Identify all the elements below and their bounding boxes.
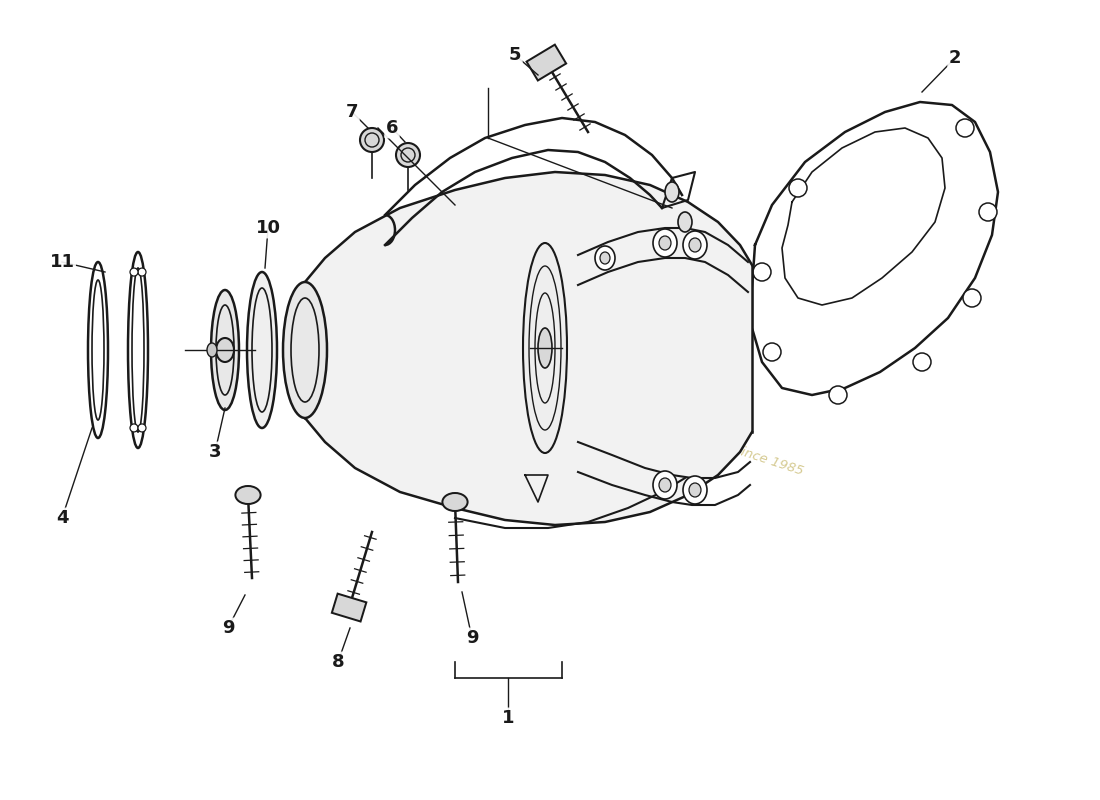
Polygon shape xyxy=(305,172,752,525)
Text: P: P xyxy=(532,306,648,454)
Ellipse shape xyxy=(678,212,692,232)
Text: 6: 6 xyxy=(386,119,398,137)
Text: 7: 7 xyxy=(345,103,359,121)
Ellipse shape xyxy=(653,471,676,499)
Circle shape xyxy=(138,268,146,276)
Ellipse shape xyxy=(595,246,615,270)
Ellipse shape xyxy=(600,252,610,264)
Circle shape xyxy=(962,289,981,307)
Circle shape xyxy=(979,203,997,221)
Text: 9: 9 xyxy=(222,619,234,637)
Ellipse shape xyxy=(396,143,420,167)
Ellipse shape xyxy=(248,272,277,428)
Ellipse shape xyxy=(442,493,468,511)
Circle shape xyxy=(130,424,138,432)
Text: 2: 2 xyxy=(949,49,961,67)
Text: 4: 4 xyxy=(56,509,68,527)
Ellipse shape xyxy=(207,343,217,357)
Text: 11: 11 xyxy=(50,253,75,271)
Ellipse shape xyxy=(522,243,566,453)
Ellipse shape xyxy=(211,290,239,410)
Text: 8: 8 xyxy=(332,653,344,671)
Polygon shape xyxy=(332,594,366,622)
Ellipse shape xyxy=(538,328,552,368)
Text: 10: 10 xyxy=(255,219,280,237)
Ellipse shape xyxy=(360,128,384,152)
Circle shape xyxy=(138,424,146,432)
Circle shape xyxy=(130,268,138,276)
Ellipse shape xyxy=(128,252,148,448)
Text: precision parts since 1985: precision parts since 1985 xyxy=(635,412,805,478)
Circle shape xyxy=(763,343,781,361)
Ellipse shape xyxy=(659,236,671,250)
Text: 1: 1 xyxy=(502,709,515,727)
Text: 5: 5 xyxy=(508,46,521,64)
Circle shape xyxy=(956,119,974,137)
Polygon shape xyxy=(527,45,566,81)
Ellipse shape xyxy=(683,231,707,259)
Ellipse shape xyxy=(689,238,701,252)
Ellipse shape xyxy=(235,486,261,504)
Circle shape xyxy=(913,353,931,371)
Circle shape xyxy=(754,263,771,281)
Ellipse shape xyxy=(88,262,108,438)
Circle shape xyxy=(789,179,807,197)
Ellipse shape xyxy=(683,476,707,504)
Text: 3: 3 xyxy=(209,443,221,461)
Circle shape xyxy=(829,386,847,404)
Ellipse shape xyxy=(689,483,701,497)
Text: 9: 9 xyxy=(465,629,478,647)
Ellipse shape xyxy=(283,282,327,418)
Ellipse shape xyxy=(659,478,671,492)
Ellipse shape xyxy=(653,229,676,257)
Ellipse shape xyxy=(666,182,679,202)
Ellipse shape xyxy=(216,338,234,362)
